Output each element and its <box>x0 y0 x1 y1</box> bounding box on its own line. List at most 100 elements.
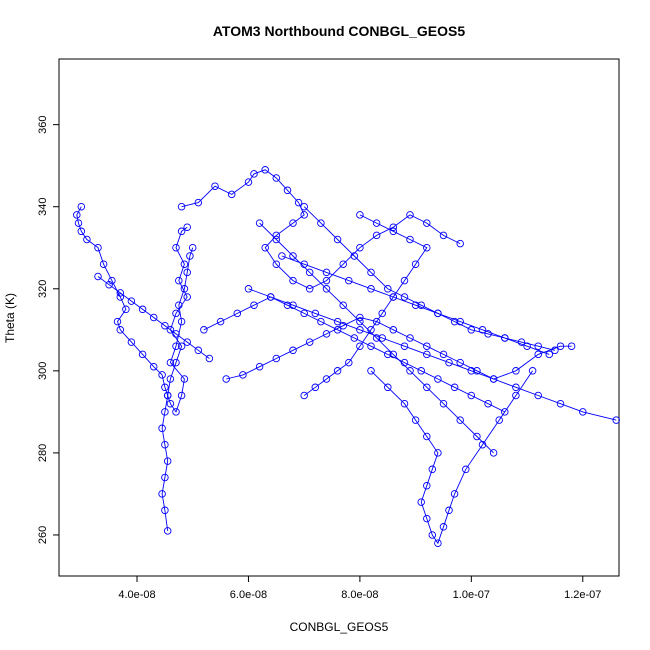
data-point <box>612 416 620 424</box>
y-tick-label: 260 <box>37 526 49 544</box>
data-point <box>278 252 286 260</box>
data-point <box>300 211 308 219</box>
data-point <box>356 326 364 334</box>
data-point <box>172 408 180 416</box>
x-tick-label: 8.0e-08 <box>341 589 378 601</box>
data-point <box>406 334 414 342</box>
data-point <box>322 330 331 338</box>
data-point <box>356 243 364 252</box>
data-point <box>456 416 464 424</box>
data-point <box>384 383 392 392</box>
data-point <box>495 416 503 424</box>
data-point <box>172 243 180 252</box>
data-point <box>161 383 169 392</box>
data-point <box>305 285 314 293</box>
data-point <box>138 305 147 314</box>
data-point <box>127 297 136 305</box>
series-line <box>303 206 556 351</box>
data-point <box>158 424 166 433</box>
data-point <box>434 375 442 383</box>
data-point <box>406 211 414 219</box>
x-tick-label: 6.0e-08 <box>230 589 267 601</box>
data-point <box>417 367 425 375</box>
data-point <box>439 350 448 359</box>
data-point <box>183 338 191 346</box>
y-axis-label: Theta (K) <box>3 293 17 343</box>
data-point <box>175 276 183 285</box>
data-point <box>177 317 186 326</box>
data-point <box>356 317 364 326</box>
series-segment-12 <box>300 211 431 400</box>
data-point <box>356 211 364 219</box>
data-point <box>177 227 186 236</box>
series-line <box>203 296 505 413</box>
data-point <box>305 338 314 346</box>
data-point <box>227 190 236 199</box>
data-point <box>389 293 398 301</box>
data-point <box>73 211 81 219</box>
data-point <box>445 506 453 515</box>
data-point <box>239 371 247 379</box>
data-point <box>545 350 554 359</box>
data-point <box>389 326 398 334</box>
data-point <box>333 317 342 326</box>
data-point <box>333 235 342 244</box>
data-point <box>188 243 197 252</box>
data-point <box>567 342 576 350</box>
data-point <box>322 276 331 285</box>
data-point <box>158 490 166 498</box>
series-segment-5 <box>244 285 620 424</box>
data-point <box>501 334 509 342</box>
data-point <box>172 358 180 367</box>
data-point <box>512 391 520 400</box>
y-tick-label: 340 <box>37 198 49 216</box>
data-point <box>372 219 381 227</box>
data-point <box>400 399 409 408</box>
data-point <box>534 350 542 359</box>
data-point <box>512 383 520 392</box>
series-segment-4 <box>222 313 576 383</box>
x-axis-label: CONBGL_GEOS5 <box>290 620 389 634</box>
data-point <box>322 285 331 293</box>
data-point <box>105 280 113 289</box>
y-tick-label: 280 <box>37 444 49 462</box>
data-point <box>339 321 347 330</box>
data-point <box>411 260 420 268</box>
data-point <box>222 375 230 383</box>
data-point <box>528 367 537 375</box>
data-point <box>194 346 203 355</box>
data-point <box>163 527 172 535</box>
data-point <box>180 375 189 383</box>
series-line <box>181 169 461 290</box>
series-segment-11 <box>94 272 214 363</box>
data-point <box>484 399 492 408</box>
data-point <box>456 358 464 367</box>
data-point <box>158 371 166 379</box>
data-point <box>372 334 381 342</box>
data-point <box>166 326 175 334</box>
data-point <box>428 531 437 539</box>
data-point <box>512 367 520 375</box>
x-tick-label: 1.0e-07 <box>453 589 490 601</box>
data-point <box>367 326 375 334</box>
data-point <box>423 481 431 490</box>
data-point <box>339 260 347 268</box>
data-point <box>411 301 420 309</box>
plot-frame <box>58 58 620 577</box>
data-point <box>556 399 565 408</box>
data-point <box>77 202 86 211</box>
data-point <box>367 285 375 293</box>
data-point <box>372 317 381 326</box>
data-point <box>406 367 414 375</box>
data-point <box>261 243 269 252</box>
data-point <box>423 383 431 392</box>
data-point <box>161 408 169 416</box>
data-point <box>163 457 172 465</box>
series-line <box>76 206 194 413</box>
data-point <box>333 367 342 375</box>
series-segment-1 <box>73 202 197 416</box>
data-point <box>450 383 459 392</box>
data-point <box>161 440 169 449</box>
data-point <box>127 338 136 346</box>
